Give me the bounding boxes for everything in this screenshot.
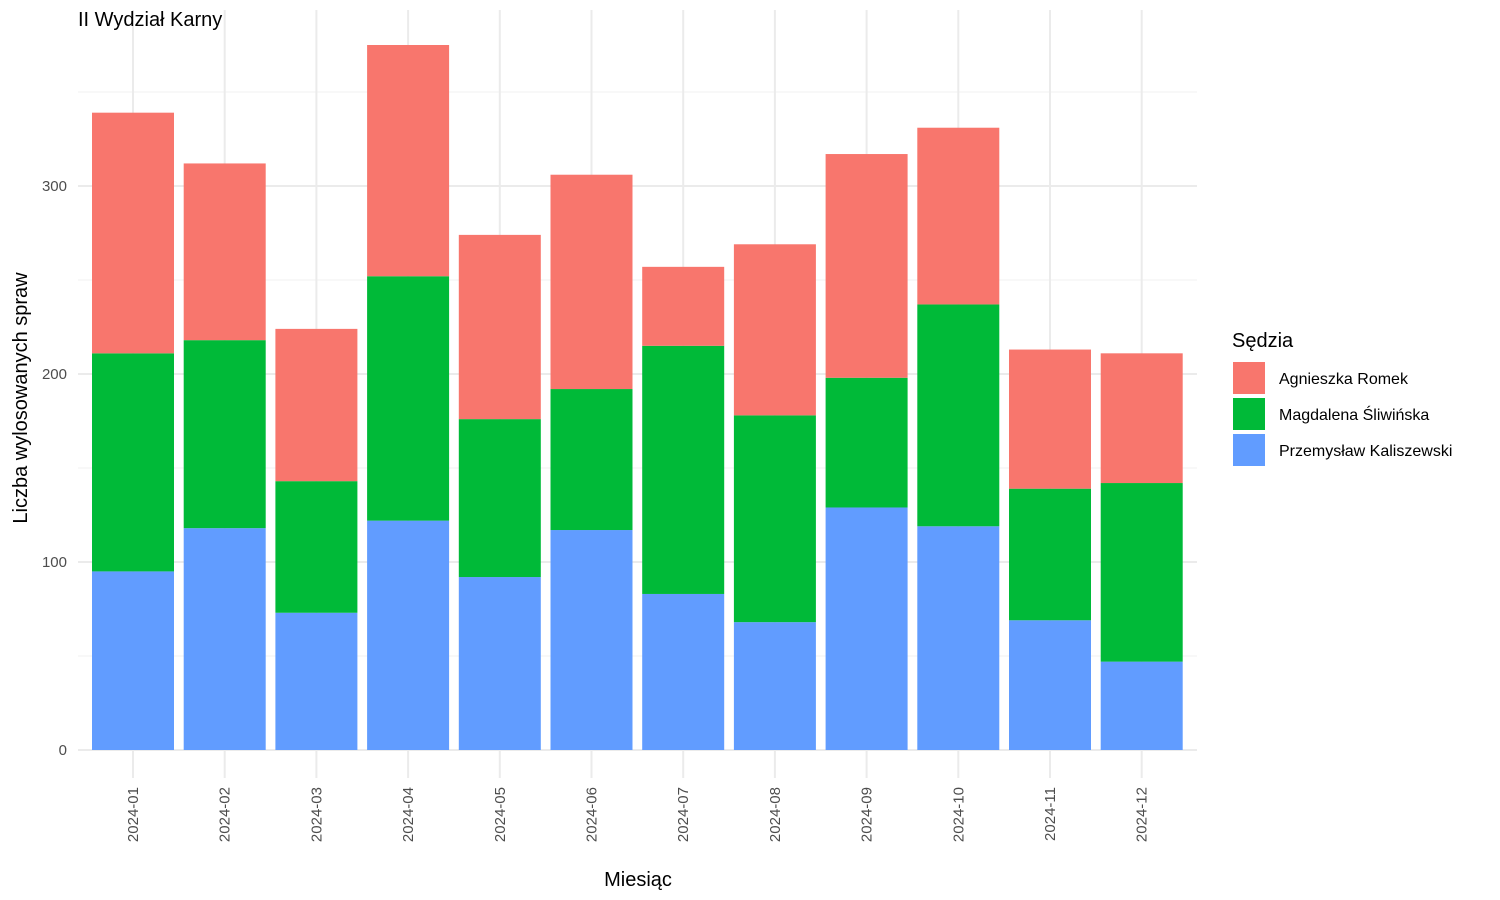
bar-segment — [183, 340, 266, 529]
bar-segment — [917, 304, 1000, 527]
x-tick-label: 2024-05 — [492, 787, 509, 842]
y-axis-ticks: 0 100 200 300 — [42, 178, 67, 759]
bar-segment — [550, 389, 633, 531]
bar-segment — [458, 234, 541, 420]
bar-segment — [1009, 488, 1091, 621]
bar-segment — [733, 622, 816, 750]
x-tick-label: 2024-01 — [125, 787, 142, 842]
bar-segment — [92, 112, 174, 354]
bar-segment — [1100, 483, 1183, 662]
y-tick-label: 300 — [42, 178, 67, 195]
bar-segment — [1100, 353, 1183, 484]
bar-segment — [275, 612, 358, 750]
x-axis-ticks: 2024-01 2024-02 2024-03 2024-04 2024-05 2024-… — [125, 787, 1151, 842]
bar-segment — [1009, 620, 1091, 750]
bar-segment — [642, 593, 725, 750]
x-tick-label: 2024-03 — [308, 787, 325, 842]
x-tick-label: 2024-10 — [950, 787, 967, 842]
x-tick-label: 2024-11 — [1042, 787, 1059, 841]
legend-label: Magdalena Śliwińska — [1279, 405, 1429, 424]
bar-segment — [733, 415, 816, 623]
bar-segment — [275, 481, 358, 613]
bar-segment — [550, 174, 633, 390]
bars — [92, 45, 1183, 750]
y-tick-label: 100 — [42, 554, 67, 571]
bar-segment — [367, 276, 450, 521]
bar-segment — [183, 528, 266, 750]
bar-segment — [92, 571, 174, 750]
bar-segment — [825, 507, 908, 750]
bar-segment — [550, 530, 633, 750]
x-tick-label: 2024-12 — [1134, 787, 1151, 842]
legend-label: Przemysław Kaliszewski — [1279, 443, 1452, 460]
bar-segment — [917, 127, 1000, 305]
bar-segment — [183, 163, 266, 341]
x-tick-label: 2024-08 — [767, 787, 784, 842]
legend-key — [1233, 362, 1265, 394]
bar-segment — [733, 244, 816, 416]
legend-key — [1233, 434, 1265, 466]
x-tick-label: 2024-04 — [400, 787, 417, 842]
legend-title: Sędzia — [1232, 330, 1294, 352]
x-tick-label: 2024-09 — [859, 787, 876, 842]
chart-title: II Wydział Karny — [78, 9, 222, 31]
x-tick-label: 2024-06 — [584, 787, 601, 842]
bar-segment — [1009, 349, 1091, 489]
bar-segment — [458, 419, 541, 578]
y-axis-title: Liczba wylosowanych spraw — [10, 272, 32, 524]
bar-segment — [92, 353, 174, 572]
bar-segment — [642, 266, 725, 346]
bar-segment — [825, 154, 908, 378]
x-axis-title: Miesiąc — [604, 869, 672, 891]
bar-segment — [642, 345, 725, 594]
x-tick-label: 2024-02 — [217, 787, 234, 842]
bar-segment — [825, 377, 908, 508]
legend-key — [1233, 398, 1265, 430]
bar-segment — [367, 520, 450, 750]
x-tick-label: 2024-07 — [675, 787, 692, 842]
bar-segment — [458, 577, 541, 750]
bar-segment — [917, 526, 1000, 750]
y-tick-label: 200 — [42, 366, 67, 383]
y-tick-label: 0 — [59, 742, 67, 759]
bar-segment — [275, 328, 358, 482]
bar-segment — [367, 45, 450, 277]
legend: Sędzia Agnieszka Romek Magdalena Śliwińsk… — [1232, 330, 1452, 466]
legend-label: Agnieszka Romek — [1279, 371, 1409, 388]
bar-segment — [1100, 661, 1183, 750]
